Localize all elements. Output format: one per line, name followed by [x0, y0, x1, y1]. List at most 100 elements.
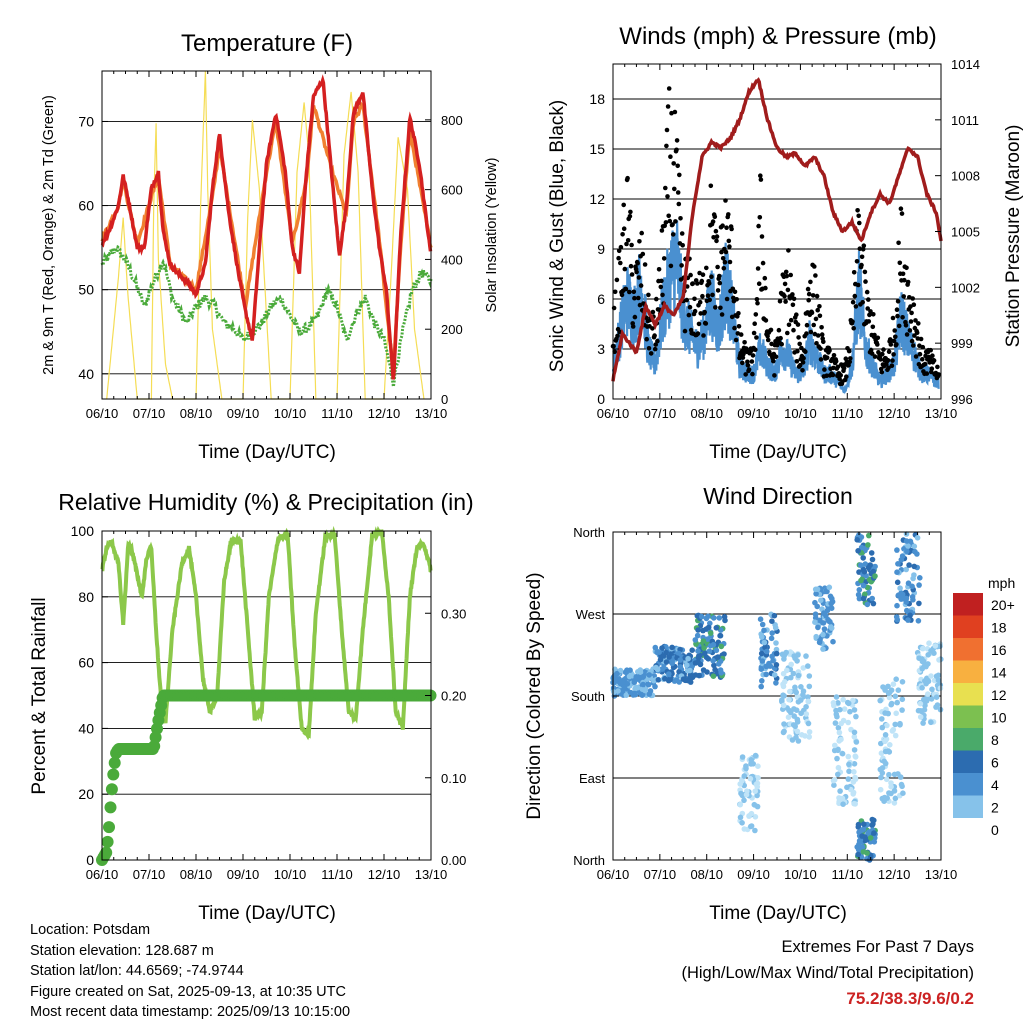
direction-point	[854, 537, 860, 543]
direction-point	[781, 728, 787, 735]
direction-point	[687, 667, 693, 674]
gust-point	[629, 272, 635, 277]
rainfall-point	[108, 756, 121, 769]
gust-point	[666, 213, 671, 219]
direction-point	[791, 713, 797, 719]
direction-point	[903, 566, 909, 573]
speed-legend-swatch	[953, 660, 983, 683]
gust-point	[765, 337, 771, 343]
gust-point	[786, 322, 792, 328]
x-tick-label: 10/10	[784, 406, 817, 421]
direction-point	[869, 556, 876, 563]
gust-point	[896, 240, 901, 246]
gust-point	[686, 312, 692, 318]
x-tick-label: 10/10	[784, 867, 817, 882]
direction-point	[769, 653, 775, 660]
gust-point	[629, 242, 634, 248]
direction-point	[920, 645, 926, 652]
gust-point	[615, 333, 620, 339]
direction-point	[702, 650, 708, 657]
gust-point	[785, 287, 791, 293]
gust-point	[890, 358, 895, 363]
direction-point	[821, 610, 827, 616]
direction-point	[869, 595, 875, 602]
gust-point	[868, 309, 873, 314]
y-tick-label: 60	[78, 655, 94, 671]
direction-point	[814, 603, 820, 610]
gust-point	[636, 275, 642, 280]
direction-point	[752, 788, 758, 794]
gust-point	[758, 173, 763, 178]
direction-point	[879, 716, 885, 722]
gust-point	[796, 335, 801, 340]
gust-point	[909, 310, 914, 316]
rainfall-point	[101, 835, 114, 848]
gust-point	[800, 368, 805, 373]
extremes-box: Extremes For Past 7 Days (High/Low/Max W…	[681, 934, 974, 1012]
direction-point	[886, 771, 892, 778]
station-latlon: Station lat/lon: 44.6569; -74.9744	[30, 963, 244, 979]
direction-point	[898, 781, 905, 788]
direction-point	[925, 652, 931, 658]
gust-point	[722, 259, 728, 265]
direction-point	[881, 794, 888, 801]
direction-point	[855, 824, 862, 830]
gust-point	[612, 289, 618, 295]
direction-point	[886, 689, 893, 696]
direction-point	[900, 790, 906, 796]
y-tick-label: 70	[78, 113, 94, 129]
gust-point	[900, 315, 905, 320]
speed-legend-swatch	[953, 593, 983, 616]
gust-point	[797, 362, 803, 368]
direction-point	[713, 625, 720, 631]
y-tick-label: 20	[78, 786, 94, 802]
direction-point	[856, 587, 863, 593]
gust-point	[795, 348, 800, 354]
gust-point	[790, 292, 795, 297]
direction-point	[879, 724, 886, 731]
direction-point	[619, 679, 626, 686]
direction-point	[903, 531, 910, 537]
direction-point	[832, 742, 838, 749]
direction-point	[903, 538, 910, 544]
sonic-wind-line	[611, 220, 940, 395]
gust-point	[676, 201, 682, 207]
gust-point	[616, 248, 622, 254]
figure-created: Figure created on Sat, 2025-09-13, at 10…	[30, 983, 346, 1000]
direction-point	[895, 561, 901, 567]
gust-point	[679, 263, 684, 268]
direction-point	[635, 674, 642, 681]
gust-point	[806, 291, 812, 297]
dewpoint-line	[100, 242, 433, 387]
speed-legend-label: 20+	[991, 597, 1015, 613]
direction-point	[864, 601, 871, 608]
gust-point	[706, 281, 712, 286]
direction-point	[880, 684, 886, 690]
direction-point	[698, 613, 705, 620]
direction-point	[677, 664, 684, 670]
gust-point	[720, 255, 726, 261]
gust-point	[757, 215, 763, 220]
gust-point	[918, 336, 924, 342]
direction-point	[920, 720, 926, 726]
gust-point	[724, 296, 730, 302]
gust-point	[910, 296, 915, 301]
direction-point	[813, 633, 819, 640]
direction-point	[695, 627, 701, 633]
direction-point	[752, 814, 759, 820]
gust-point	[719, 312, 725, 317]
direction-point	[798, 697, 804, 703]
rainfall-point	[107, 768, 120, 781]
gust-point	[794, 312, 799, 318]
x-tick-label: 08/10	[690, 867, 723, 882]
direction-point	[937, 685, 944, 691]
direction-point	[837, 706, 843, 713]
direction-point	[647, 688, 654, 694]
gust-point	[623, 286, 629, 292]
rainfall-point	[103, 821, 115, 834]
gust-point	[687, 304, 693, 310]
direction-point	[676, 650, 682, 657]
gust-point	[755, 300, 760, 306]
gust-point	[652, 333, 657, 338]
gust-point	[708, 183, 714, 189]
